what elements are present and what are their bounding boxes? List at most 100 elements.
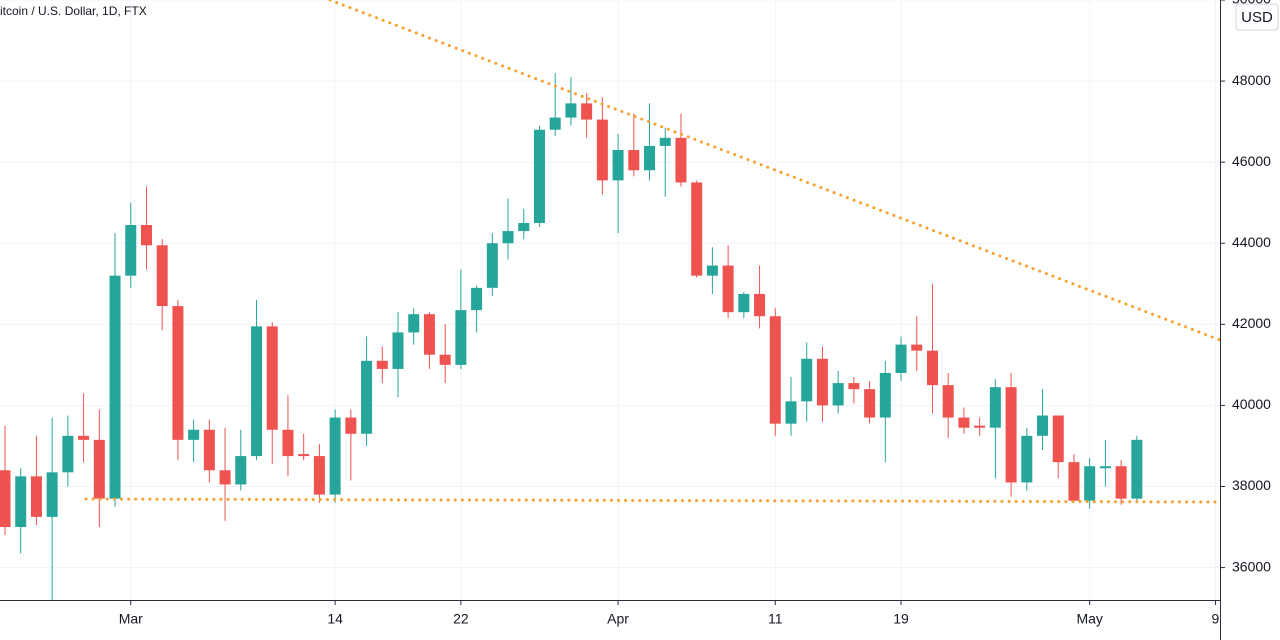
currency-label: USD <box>1241 9 1273 26</box>
x-tick-label: 19 <box>893 611 909 627</box>
candle-body <box>1084 466 1096 501</box>
resistance-trend-line <box>328 0 1220 342</box>
y-tick-label: 42000 <box>1232 315 1271 331</box>
candle-body <box>612 150 624 181</box>
candle-body <box>596 119 608 181</box>
candle-body <box>46 472 58 517</box>
candle-body <box>439 354 451 365</box>
y-tick-label: 40000 <box>1232 396 1271 412</box>
grid <box>0 0 1220 600</box>
candles <box>0 72 1143 600</box>
candle-body <box>329 417 341 495</box>
candle-body <box>282 429 294 457</box>
y-tick-label: 50000 <box>1232 0 1271 7</box>
candle-body <box>423 314 435 355</box>
candle-body <box>172 306 184 440</box>
candle-body <box>754 293 766 317</box>
candle-body <box>785 401 797 424</box>
candle-body <box>1037 415 1049 436</box>
candle-body <box>0 470 11 528</box>
x-tick-label: Mar <box>119 611 143 627</box>
y-tick-label: 46000 <box>1232 153 1271 169</box>
candle-body <box>879 372 891 418</box>
candle-body <box>408 314 420 333</box>
currency-box <box>1235 3 1279 31</box>
candle-body <box>1115 466 1127 499</box>
candle-body <box>93 439 105 499</box>
candle-body <box>864 389 876 418</box>
candle-body <box>1005 387 1017 483</box>
candle-body <box>78 435 90 440</box>
candle-body <box>644 145 656 171</box>
candle-body <box>235 456 247 485</box>
candle-body <box>298 454 310 457</box>
candle-body <box>109 275 121 499</box>
candle-body <box>1052 415 1064 463</box>
candle-body <box>958 417 970 428</box>
candle-body <box>659 137 671 146</box>
x-tick-label: Apr <box>607 611 629 627</box>
candle-body <box>533 129 545 223</box>
x-tick-label: 11 <box>768 611 783 627</box>
candle-body <box>1131 439 1143 499</box>
candle-body <box>706 265 718 276</box>
candle-body <box>502 231 514 244</box>
candle-body <box>801 358 813 402</box>
candle-body <box>549 117 561 130</box>
price-axis-bg <box>1221 0 1280 640</box>
candle-body <box>974 425 986 428</box>
candle-body <box>738 293 750 313</box>
candle-body <box>1068 462 1080 501</box>
candle-body <box>156 245 168 307</box>
candle-body <box>518 222 530 232</box>
y-tick-label: 38000 <box>1232 477 1271 493</box>
candle-body <box>628 150 640 171</box>
x-tick-label: 9 <box>1212 611 1220 627</box>
candle-body <box>1021 435 1033 483</box>
candle-body <box>392 332 404 369</box>
candle-body <box>30 476 42 517</box>
candle-body <box>313 456 325 495</box>
candle-body <box>219 470 231 485</box>
candle-body <box>832 383 844 406</box>
candle-body <box>251 326 263 457</box>
candle-body <box>486 243 498 288</box>
candle-body <box>989 387 1001 428</box>
candle-body <box>911 344 923 351</box>
candle-body <box>471 287 483 311</box>
x-tick-label: 14 <box>327 611 343 627</box>
candle-body <box>203 429 215 471</box>
candle-body <box>188 429 200 440</box>
candle-body <box>926 350 938 386</box>
axes: 36000 38000 40000 42000 44000 46000 48000 50000… <box>119 0 1271 627</box>
x-tick-label: May <box>1076 611 1102 627</box>
candle-body <box>15 476 27 528</box>
candle-body <box>565 103 577 118</box>
candle-body <box>455 310 467 365</box>
candle-body <box>816 358 828 406</box>
candle-body <box>125 225 137 276</box>
trend-lines <box>84 0 1220 504</box>
candle-body <box>942 385 954 418</box>
time-axis-bg <box>0 601 1221 640</box>
candle-body <box>691 182 703 276</box>
support-line <box>84 497 1220 504</box>
candle-body <box>581 103 593 120</box>
candle-body <box>675 137 687 183</box>
y-tick-label: 48000 <box>1232 72 1271 88</box>
x-tick-label: 22 <box>453 611 469 627</box>
candle-body <box>266 326 278 430</box>
candle-body <box>345 417 357 434</box>
candle-body <box>895 344 907 373</box>
chart-title: Bitcoin / U.S. Dollar, 1D, FTX <box>0 4 147 18</box>
y-tick-label: 44000 <box>1232 234 1271 250</box>
candle-body <box>361 360 373 434</box>
candle-body <box>848 383 860 390</box>
candle-body <box>1099 466 1111 469</box>
candle-body <box>140 225 152 246</box>
candle-body <box>769 316 781 424</box>
candle-body <box>722 265 734 313</box>
candle-body <box>376 360 388 369</box>
